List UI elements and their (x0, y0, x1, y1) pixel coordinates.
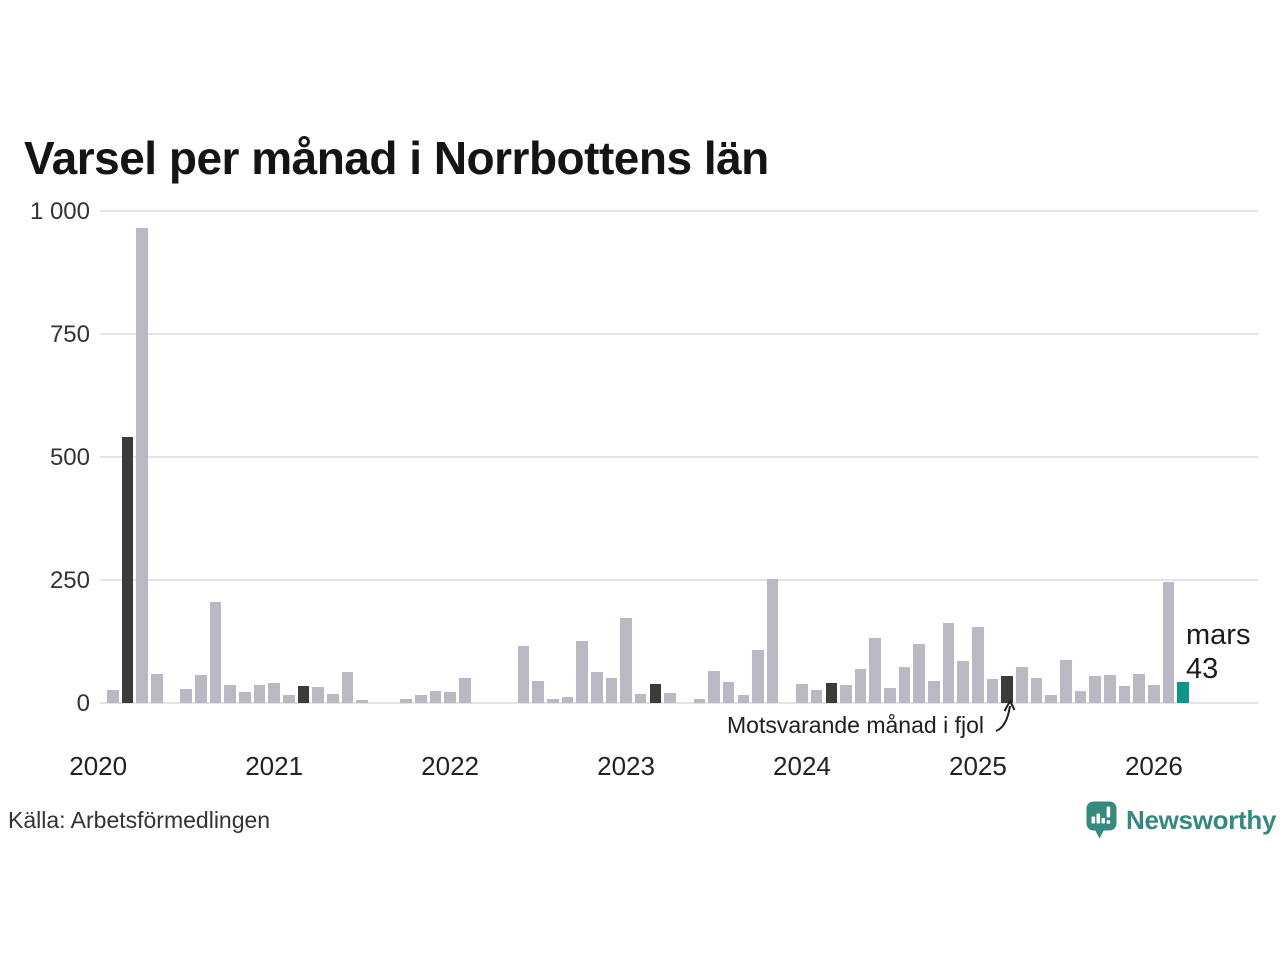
bar-2025-04 (1016, 666, 1028, 703)
bar-2024-06 (869, 638, 882, 703)
bar-2023-10 (752, 650, 764, 703)
bar-2025-10 (1104, 674, 1116, 703)
bar-2024-04 (840, 685, 852, 703)
bar-2022-11 (590, 672, 603, 703)
current-month-name: mars (1186, 619, 1251, 651)
source-note: Källa: Arbetsförmedlingen (8, 807, 271, 833)
y-axis-label-0: 0 (76, 690, 90, 717)
bar-2024-02 (810, 690, 823, 703)
bar-2024-11 (942, 622, 955, 703)
bar-2021-05 (326, 693, 339, 703)
bar-2020-07 (180, 688, 192, 703)
bar-2024-01 (796, 684, 808, 703)
gridline-750 (100, 333, 1258, 335)
bar-2023-06 (693, 699, 706, 703)
bar-2022-10 (576, 641, 588, 703)
bar-2021-11 (414, 694, 427, 703)
bar-2025-07 (1060, 660, 1072, 703)
bar-2023-11 (766, 578, 779, 703)
bar-2021-01 (268, 683, 280, 703)
bar-2024-07 (884, 688, 896, 703)
bar-2021-02 (283, 695, 295, 703)
bar-2021-12 (429, 691, 442, 703)
annotation-label: Motsvarande månad i fjol (727, 712, 984, 738)
bar-2022-07 (532, 680, 544, 703)
bar-2025-02 (986, 678, 999, 703)
current-month-label: mars 43 (1186, 618, 1250, 686)
bar-2021-06 (341, 671, 354, 703)
bar-2022-02 (458, 678, 471, 703)
bar-2024-03 (825, 682, 838, 703)
bar-2025-03 (1001, 676, 1014, 703)
x-axis-label-2023: 2023 (597, 751, 655, 781)
x-axis-label-2024: 2024 (773, 751, 831, 781)
bar-2024-10 (928, 681, 940, 703)
y-axis-label-1000: 1 000 (29, 198, 90, 225)
gridline-250 (100, 579, 1258, 581)
bar-2021-07 (356, 699, 368, 703)
bar-2020-12 (253, 684, 266, 703)
bar-2024-09 (913, 643, 926, 703)
bar-2025-06 (1045, 695, 1058, 703)
x-axis-label-2022: 2022 (421, 751, 479, 781)
bar-2023-03 (649, 684, 662, 703)
bar-2023-01 (620, 617, 632, 703)
bar-2025-08 (1074, 691, 1087, 703)
current-month-value: 43 (1186, 653, 1219, 685)
bar-2020-09 (209, 602, 222, 703)
bar-2023-04 (664, 693, 676, 703)
bar-2020-05 (151, 674, 163, 703)
bar-2026-03 (1177, 681, 1189, 703)
bar-2023-09 (737, 695, 750, 703)
y-axis-label-750: 750 (49, 321, 90, 348)
bar-2024-12 (957, 661, 970, 703)
bar-2026-02 (1162, 582, 1175, 703)
bar-2022-08 (546, 699, 559, 703)
bar-2021-10 (400, 698, 412, 703)
bar-2020-02 (107, 690, 119, 703)
bar-2023-02 (634, 693, 647, 703)
bar-2025-05 (1030, 677, 1043, 703)
bar-2020-10 (224, 685, 236, 703)
y-axis-label-250: 250 (49, 567, 90, 594)
bar-2025-01 (972, 626, 984, 703)
bar-2020-08 (195, 675, 207, 703)
bar-2026-01 (1148, 685, 1160, 703)
bar-2022-06 (517, 646, 530, 703)
bar-2022-12 (605, 677, 618, 703)
y-axis-label-500: 500 (49, 444, 90, 471)
gridline-1000 (100, 210, 1258, 212)
x-axis-label-2025: 2025 (948, 751, 1007, 781)
bar-2022-01 (444, 691, 456, 703)
annotation-arrow-icon (995, 698, 1016, 732)
x-axis-label-2021: 2021 (245, 751, 304, 781)
bar-2024-05 (854, 668, 867, 703)
bar-2020-04 (136, 228, 148, 703)
bar-2025-12 (1133, 673, 1145, 703)
gridline-500 (100, 456, 1258, 458)
bar-2022-09 (561, 697, 574, 703)
bar-2024-08 (898, 666, 911, 703)
brand-logo: Newsworthy (1086, 801, 1276, 839)
bar-2020-11 (239, 692, 251, 703)
bar-2025-09 (1089, 675, 1101, 703)
newsworthy-icon (1086, 801, 1117, 839)
bar-2025-11 (1118, 685, 1131, 703)
gridline-0 (100, 702, 1258, 704)
bar-2020-03 (121, 437, 134, 703)
chart-title: Varsel per månad i Norrbottens län (24, 132, 769, 184)
bar-2023-08 (722, 682, 735, 703)
bar-2021-04 (312, 686, 324, 703)
x-axis-label-2020: 2020 (69, 751, 128, 781)
bar-2023-07 (708, 671, 720, 703)
x-axis-label-2026: 2026 (1124, 751, 1183, 781)
bar-2021-03 (297, 686, 310, 703)
brand-name: Newsworthy (1126, 804, 1277, 835)
